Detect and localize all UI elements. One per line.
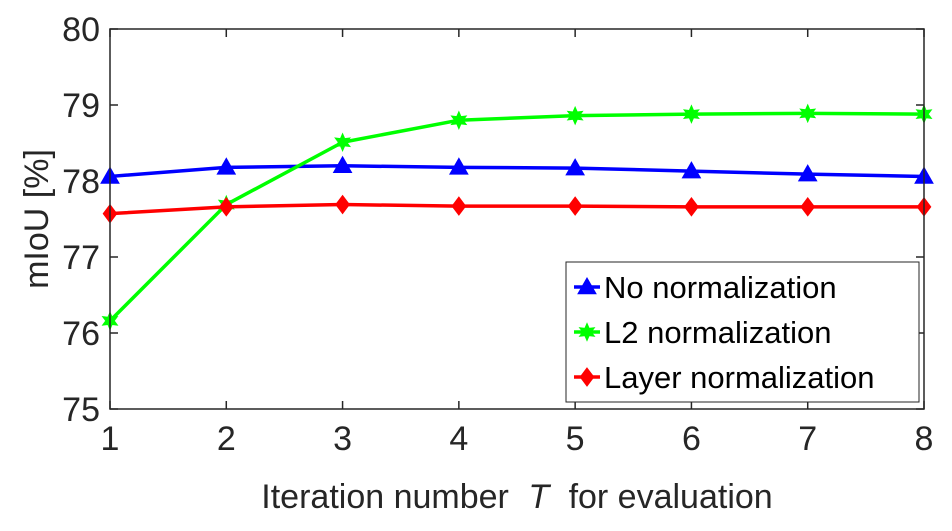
data-point-layer-normalization xyxy=(218,197,234,217)
y-tick-label: 80 xyxy=(62,11,100,49)
plot-frame xyxy=(109,28,925,410)
data-point-layer-normalization xyxy=(567,196,583,216)
x-axis-title-suffix: for evaluation xyxy=(569,478,773,516)
x-axis-title-symbol: T xyxy=(528,478,551,516)
series-layer xyxy=(100,103,934,331)
y-axis-ticks: 75 76 77 78 79 80 xyxy=(62,11,924,429)
data-point-no-normalization xyxy=(681,161,702,179)
x-axis-title-text: Iteration number xyxy=(261,478,509,516)
legend-label-layer-normalization: Layer normalization xyxy=(604,360,875,395)
data-point-no-normalization xyxy=(216,157,237,175)
series-line-layer-normalization xyxy=(109,202,924,216)
data-point-no-normalization xyxy=(448,157,469,175)
data-point-l2-normalization xyxy=(799,103,817,124)
data-point-layer-normalization xyxy=(451,196,467,216)
legend-label-no-normalization: No normalization xyxy=(604,270,837,305)
data-point-no-normalization xyxy=(797,164,818,182)
data-point-no-normalization xyxy=(332,155,353,174)
x-tick-label: 5 xyxy=(566,420,585,458)
x-tick-label: 2 xyxy=(217,420,236,458)
x-tick-label: 3 xyxy=(333,420,352,458)
data-point-no-normalization xyxy=(565,158,586,176)
legend-marker-l2-normalization xyxy=(578,322,596,342)
y-tick-label: 77 xyxy=(62,239,100,277)
legend: No normalization L2 normalization Layer no… xyxy=(565,261,920,403)
data-point-l2-normalization xyxy=(566,105,584,126)
x-tick-label: 6 xyxy=(682,420,701,458)
y-tick-label: 78 xyxy=(62,163,100,201)
series-no-normalization xyxy=(100,155,934,184)
x-tick-label: 7 xyxy=(798,420,817,458)
data-point-l2-normalization xyxy=(334,132,352,153)
data-point-l2-normalization xyxy=(682,104,700,124)
legend-marker-layer-normalization xyxy=(579,367,595,387)
data-point-layer-normalization xyxy=(800,197,816,217)
series-line-l2-normalization xyxy=(108,111,925,323)
x-axis-ticks: 1 2 3 4 5 6 7 8 xyxy=(101,29,934,458)
data-point-l2-normalization xyxy=(450,110,468,130)
y-tick-label: 79 xyxy=(62,87,100,125)
legend-marker-no-normalization xyxy=(577,276,597,295)
x-axis-title: Iteration number T for evaluation xyxy=(261,478,772,516)
y-tick-label: 76 xyxy=(62,315,100,353)
y-axis-title: mIoU [%] xyxy=(18,149,56,289)
x-tick-label: 4 xyxy=(449,420,468,458)
series-line-no-normalization xyxy=(109,164,925,179)
x-tick-label: 8 xyxy=(915,420,934,458)
x-tick-label: 1 xyxy=(101,420,120,458)
data-point-layer-normalization xyxy=(335,194,350,215)
y-tick-label: 75 xyxy=(62,391,100,429)
data-point-layer-normalization xyxy=(684,197,699,217)
series-layer-normalization xyxy=(102,194,932,224)
legend-box xyxy=(565,261,920,403)
legend-label-l2-normalization: L2 normalization xyxy=(604,315,831,350)
